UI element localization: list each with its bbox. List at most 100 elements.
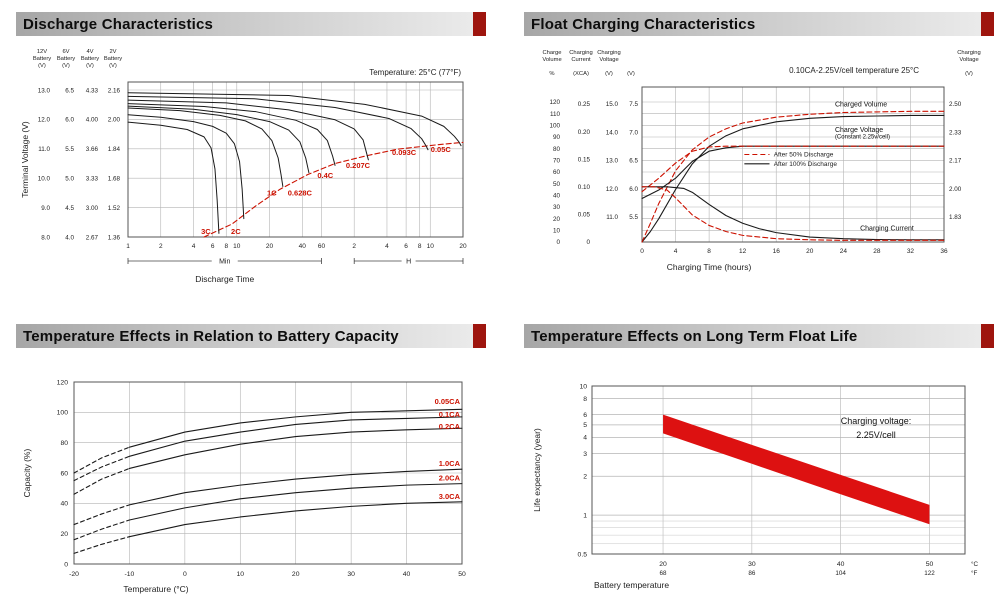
svg-text:20: 20 (459, 243, 467, 250)
svg-text:4.33: 4.33 (86, 87, 99, 94)
svg-text:2: 2 (583, 474, 587, 481)
section-header: Temperature Effects in Relation to Batte… (16, 324, 486, 348)
svg-text:10: 10 (553, 228, 561, 235)
svg-text:2V: 2V (109, 49, 116, 55)
svg-text:2.17: 2.17 (949, 158, 962, 165)
svg-text:4: 4 (385, 243, 389, 250)
svg-text:3: 3 (583, 451, 587, 458)
svg-text:12.0: 12.0 (606, 186, 619, 193)
svg-text:Temperature: 25°C (77°F): Temperature: 25°C (77°F) (369, 68, 461, 77)
svg-text:2.16: 2.16 (108, 87, 121, 94)
svg-text:8: 8 (224, 243, 228, 250)
svg-text:30: 30 (553, 204, 561, 211)
svg-text:Terminal Voltage (V): Terminal Voltage (V) (20, 121, 30, 198)
svg-text:Charge Voltage: Charge Voltage (835, 127, 883, 134)
temperature-capacity-chart: -20 -10 0 10 20 30 40 50 0 20 40 60 80 100 120 0.05CA 0.… (16, 354, 486, 606)
section-float-charging: Float Charging Characteristics 0 4 8 12 16 20… (524, 12, 994, 310)
svg-text:8.0: 8.0 (41, 234, 50, 241)
svg-text:1.68: 1.68 (108, 176, 121, 183)
svg-text:13.0: 13.0 (38, 87, 51, 94)
svg-text:10: 10 (237, 571, 245, 578)
svg-text:Current: Current (571, 57, 591, 63)
svg-text:0.207C: 0.207C (346, 161, 371, 170)
svg-text:70: 70 (553, 158, 561, 165)
svg-text:5: 5 (583, 422, 587, 429)
svg-text:20: 20 (659, 561, 667, 568)
svg-text:28: 28 (873, 248, 881, 255)
svg-text:(V): (V) (605, 71, 613, 77)
svg-text:1.84: 1.84 (108, 146, 121, 153)
svg-text:Charge: Charge (542, 50, 561, 56)
svg-text:-20: -20 (69, 571, 79, 578)
svg-text:0.20: 0.20 (578, 129, 591, 136)
svg-text:30: 30 (347, 571, 355, 578)
svg-text:Voltage: Voltage (599, 57, 618, 63)
svg-text:30: 30 (748, 561, 756, 568)
svg-text:6: 6 (404, 243, 408, 250)
svg-text:2.50: 2.50 (949, 101, 962, 108)
svg-text:0.093C: 0.093C (392, 148, 417, 157)
svg-text:0.628C: 0.628C (288, 188, 313, 197)
svg-text:3.0CA: 3.0CA (439, 492, 461, 501)
section-header: Temperature Effects on Long Term Float L… (524, 324, 994, 348)
svg-text:50: 50 (458, 571, 466, 578)
svg-text:1: 1 (583, 512, 587, 519)
svg-text:20: 20 (60, 531, 68, 538)
svg-text:68: 68 (660, 570, 668, 577)
svg-text:0.05CA: 0.05CA (435, 397, 461, 406)
svg-text:20: 20 (266, 243, 274, 250)
svg-text:Battery: Battery (57, 56, 75, 62)
svg-text:(V): (V) (965, 71, 973, 77)
svg-text:Volume: Volume (542, 57, 561, 63)
discharge-chart-canvas: 12VBattery(V)6VBattery(V)4VBattery(V)2VB… (20, 49, 467, 284)
svg-text:3C: 3C (201, 227, 211, 236)
svg-text:6.5: 6.5 (629, 158, 638, 165)
svg-text:1.83: 1.83 (949, 214, 962, 221)
svg-text:120: 120 (57, 379, 69, 386)
svg-text:6: 6 (211, 243, 215, 250)
svg-text:6.0: 6.0 (65, 117, 74, 124)
svg-text:11.0: 11.0 (606, 214, 618, 221)
discharge-characteristics-chart: 12V Battery (V) 6V Battery (V) 4V Battery (V) 2V B… (16, 42, 486, 310)
svg-text:6: 6 (583, 412, 587, 419)
svg-text:0.25: 0.25 (578, 101, 591, 108)
svg-text:Battery temperature: Battery temperature (594, 580, 669, 590)
svg-text:80: 80 (553, 146, 561, 153)
svg-text:122: 122 (924, 570, 935, 577)
svg-text:40: 40 (553, 193, 561, 200)
svg-text:100: 100 (57, 410, 69, 417)
svg-text:Battery: Battery (33, 56, 51, 62)
svg-text:2.67: 2.67 (86, 234, 99, 241)
section-title: Temperature Effects in Relation to Batte… (23, 327, 399, 345)
svg-text:5.0: 5.0 (65, 176, 74, 183)
svg-text:1.52: 1.52 (108, 205, 121, 212)
svg-text:50: 50 (926, 561, 934, 568)
svg-text:0.05C: 0.05C (431, 145, 452, 154)
svg-text:110: 110 (550, 111, 561, 118)
svg-text:0: 0 (64, 561, 68, 568)
svg-text:14.0: 14.0 (606, 129, 619, 136)
temperature-capacity-chart-canvas: -20 -10 0 10 20 30 40 50 0 20 40 60 80 100 120 0.05CA 0.… (22, 379, 466, 594)
svg-text:(V): (V) (109, 63, 117, 69)
section-discharge-characteristics: Discharge Characteristics 12V Battery (V) 6… (16, 12, 486, 310)
svg-text:86: 86 (748, 570, 756, 577)
section-float-life: Temperature Effects on Long Term Float L… (524, 324, 994, 606)
svg-text:8: 8 (418, 243, 422, 250)
svg-text:7.5: 7.5 (629, 101, 638, 108)
svg-text:100: 100 (549, 123, 560, 130)
svg-text:0.05: 0.05 (578, 212, 591, 219)
svg-text:20: 20 (553, 216, 561, 223)
svg-text:4.00: 4.00 (86, 117, 99, 124)
svg-text:36: 36 (940, 248, 948, 255)
svg-text:0.2CA: 0.2CA (439, 422, 461, 431)
svg-text:8: 8 (707, 248, 711, 255)
svg-text:0.10CA-2.25V/cell temperature: 0.10CA-2.25V/cell temperature 25°C (789, 66, 919, 75)
svg-text:Charging voltage:: Charging voltage: (841, 416, 912, 426)
svg-text:2.00: 2.00 (108, 117, 121, 124)
svg-text:%: % (549, 71, 554, 77)
svg-text:4: 4 (674, 248, 678, 255)
svg-text:20: 20 (292, 571, 300, 578)
svg-text:0: 0 (586, 239, 590, 246)
svg-text:104: 104 (835, 570, 846, 577)
svg-text:H: H (406, 259, 411, 266)
